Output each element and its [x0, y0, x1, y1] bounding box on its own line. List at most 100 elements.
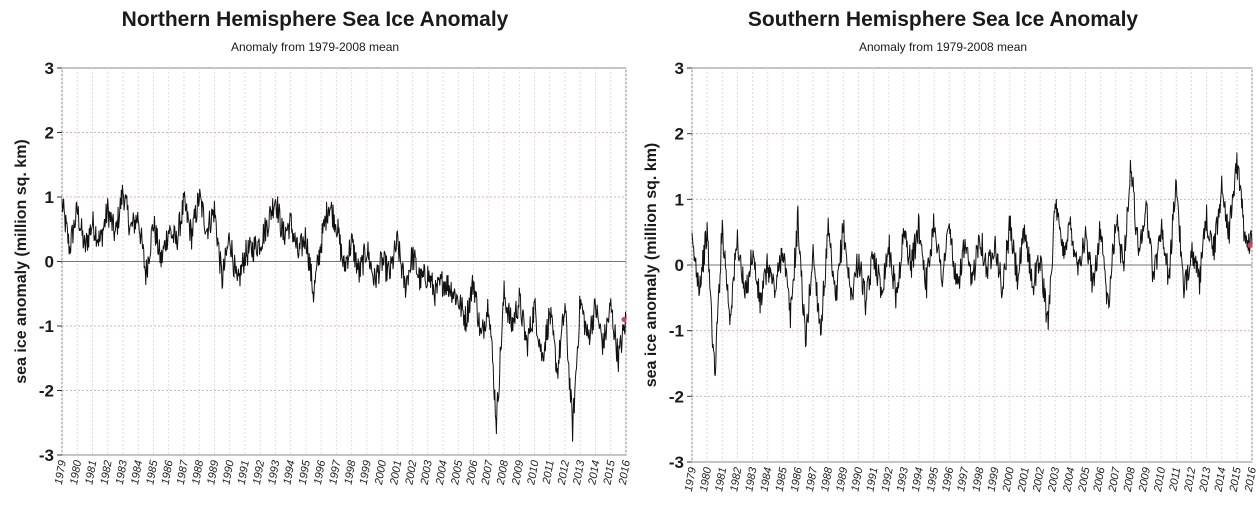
- x-tick-label: 2002: [1031, 466, 1047, 493]
- x-tick-label: 2009: [510, 459, 526, 486]
- x-tick-label: 1981: [83, 459, 99, 485]
- latest-value-marker: [1247, 242, 1253, 248]
- x-tick-label: 2000: [373, 459, 389, 487]
- x-tick-label: 1992: [880, 466, 896, 492]
- x-tick-label: 1996: [940, 466, 956, 493]
- x-tick-label: 1984: [759, 466, 775, 492]
- x-tick-label: 1982: [728, 466, 744, 492]
- series-line: [61, 184, 627, 442]
- x-tick-label: 1988: [190, 459, 206, 486]
- x-tick-label: 2000: [1001, 466, 1017, 494]
- x-tick-label: 1980: [698, 466, 714, 493]
- x-tick-label: 2006: [464, 459, 480, 487]
- x-tick-label: 2002: [403, 459, 419, 486]
- x-tick-label: 1989: [205, 459, 221, 485]
- y-tick-label: -1: [39, 317, 54, 336]
- chart-subtitle: Anomaly from 1979-2008 mean: [230, 40, 400, 54]
- x-tick-label: 2009: [1137, 466, 1153, 493]
- x-tick-label: 1979: [53, 459, 69, 485]
- x-tick-label: 2011: [541, 459, 557, 485]
- x-tick-label: 1999: [358, 459, 374, 485]
- x-tick-label: 1999: [986, 466, 1002, 492]
- x-tick-label: 1990: [221, 459, 237, 486]
- chart-panel-northern: Northern Hemisphere Sea Ice Anomaly Anom…: [13, 8, 630, 487]
- x-tick-label: 1989: [834, 466, 850, 492]
- y-tick-label: 0: [675, 256, 684, 275]
- series-line: [691, 152, 1253, 376]
- x-tick-label: 2001: [388, 459, 404, 486]
- x-tick-label: 2014: [586, 459, 602, 486]
- x-tick-label: 2016: [1243, 466, 1256, 494]
- x-tick-label: 2013: [571, 459, 587, 487]
- x-tick-label: 2007: [1106, 466, 1122, 494]
- latest-value-marker: [621, 317, 627, 323]
- x-tick-label: 2007: [480, 459, 496, 487]
- y-tick-label: -3: [39, 446, 54, 465]
- x-tick-label: 2016: [617, 459, 630, 487]
- x-tick-label: 1996: [312, 459, 328, 486]
- x-tick-label: 1982: [99, 459, 115, 485]
- y-tick-label: 1: [45, 188, 54, 207]
- x-tick-label: 2010: [525, 459, 541, 487]
- y-tick-label: 1: [675, 190, 684, 209]
- x-tick-label: 1985: [774, 466, 790, 493]
- y-axis-label: sea ice anomaly (million sq. km): [13, 139, 30, 384]
- x-tick-label: 1991: [865, 466, 881, 492]
- x-tick-label: 1983: [743, 466, 759, 493]
- chart-subtitle: Anomaly from 1979-2008 mean: [858, 40, 1028, 54]
- x-tick-label: 1987: [804, 466, 820, 493]
- x-tick-label: 1994: [282, 459, 298, 485]
- x-tick-label: 1983: [114, 459, 130, 486]
- y-tick-label: -2: [39, 382, 54, 401]
- chart-title: Southern Hemisphere Sea Ice Anomaly: [747, 8, 1139, 31]
- x-tick-label: 1979: [683, 466, 699, 492]
- y-tick-label: 3: [675, 59, 684, 78]
- x-tick-label: 1995: [297, 459, 313, 486]
- x-tick-label: 2001: [1016, 466, 1032, 493]
- x-tick-label: 1993: [266, 459, 282, 486]
- y-tick-label: -1: [669, 322, 684, 341]
- chart-panel-southern: Southern Hemisphere Sea Ice Anomaly Anom…: [630, 0, 1256, 510]
- x-tick-label: 1987: [175, 459, 191, 486]
- x-tick-label: 2013: [1197, 466, 1213, 494]
- x-tick-label: 2005: [449, 459, 465, 487]
- y-tick-label: 2: [675, 125, 684, 144]
- x-tick-label: 1997: [327, 459, 343, 486]
- chart-title: Northern Hemisphere Sea Ice Anomaly: [121, 8, 509, 31]
- y-axis-label: sea ice anomaly (million sq. km): [643, 143, 660, 388]
- x-tick-label: 2012: [556, 459, 572, 486]
- y-tick-label: 0: [45, 253, 54, 272]
- x-tick-label: 1986: [160, 459, 176, 486]
- x-tick-label: 2015: [601, 459, 617, 487]
- y-tick-label: -3: [669, 453, 684, 472]
- x-tick-label: 1994: [910, 466, 926, 492]
- x-tick-label: 2004: [1061, 466, 1077, 493]
- y-tick-label: 3: [45, 59, 54, 78]
- x-tick-label: 1997: [955, 466, 971, 493]
- x-tick-label: 1992: [251, 459, 267, 485]
- x-tick-label: 2014: [1212, 466, 1228, 493]
- x-tick-label: 1980: [68, 459, 84, 486]
- x-tick-label: 2008: [1122, 466, 1138, 494]
- y-tick-label: -2: [669, 387, 684, 406]
- x-tick-label: 2003: [419, 459, 435, 487]
- x-tick-label: 2003: [1046, 466, 1062, 494]
- x-tick-label: 2006: [1091, 466, 1107, 494]
- x-tick-label: 1984: [129, 459, 145, 485]
- x-tick-label: 1998: [970, 466, 986, 493]
- x-tick-label: 1985: [144, 459, 160, 486]
- x-tick-label: 2008: [495, 459, 511, 487]
- x-tick-label: 2004: [434, 459, 450, 486]
- x-tick-label: 2010: [1152, 466, 1168, 494]
- x-tick-label: 2011: [1167, 466, 1183, 492]
- x-tick-label: 1991: [236, 459, 252, 485]
- x-tick-label: 1993: [895, 466, 911, 493]
- x-tick-label: 1995: [925, 466, 941, 493]
- x-tick-label: 1986: [789, 466, 805, 493]
- x-tick-label: 2005: [1076, 466, 1092, 494]
- x-tick-label: 1990: [849, 466, 865, 493]
- y-tick-label: 2: [45, 124, 54, 143]
- x-tick-label: 1988: [819, 466, 835, 493]
